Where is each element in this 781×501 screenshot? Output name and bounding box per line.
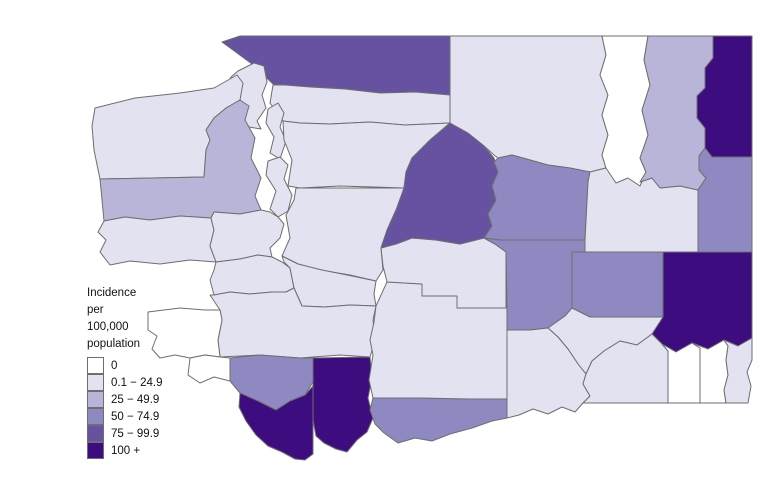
map-legend: Incidence per 100,000 population 0 0.1 −…	[87, 285, 197, 459]
legend-title-line: per	[87, 304, 104, 316]
legend-row: 75 − 99.9	[87, 424, 197, 442]
legend-rows: 0 0.1 − 24.9 25 − 49.9 50 − 74.9 75 − 99…	[87, 356, 197, 459]
legend-swatch-5	[87, 441, 104, 459]
legend-swatch-4	[87, 424, 104, 442]
legend-row: 25 − 49.9	[87, 390, 197, 408]
county-clark	[238, 385, 314, 461]
legend-swatch-2	[87, 390, 104, 408]
legend-label: 75 − 99.9	[111, 427, 160, 440]
legend-swatch-1	[87, 373, 104, 391]
county-whitman	[651, 251, 753, 353]
county-pend-oreille	[696, 35, 753, 158]
legend-swatch-3	[87, 407, 104, 425]
county-thurston	[209, 254, 295, 296]
legend-title: Incidence per 100,000 population	[87, 285, 197, 353]
legend-label: 25 − 49.9	[111, 393, 160, 406]
legend-title-line: 100,000	[87, 321, 129, 333]
legend-title-line: population	[87, 338, 141, 350]
county-columbia	[661, 342, 701, 404]
legend-swatch-0	[87, 356, 104, 374]
legend-label: 100 +	[111, 444, 141, 457]
county-skamania	[312, 356, 374, 453]
county-island	[265, 102, 287, 160]
county-mason	[209, 209, 285, 263]
legend-row: 100 +	[87, 441, 197, 459]
legend-label: 50 − 74.9	[111, 410, 160, 423]
legend-label: 0	[111, 359, 118, 372]
legend-row: 0.1 − 24.9	[87, 373, 197, 391]
legend-row: 0	[87, 356, 197, 374]
county-spokane	[697, 147, 753, 253]
legend-label: 0.1 − 24.9	[111, 376, 163, 389]
legend-row: 50 − 74.9	[87, 407, 197, 425]
county-klickitat	[369, 397, 508, 444]
county-asotin	[723, 337, 753, 404]
legend-title-line: Incidence	[87, 287, 137, 299]
county-grays-harbor	[97, 215, 217, 266]
county-kitsap	[265, 156, 293, 218]
county-adams	[571, 251, 664, 318]
